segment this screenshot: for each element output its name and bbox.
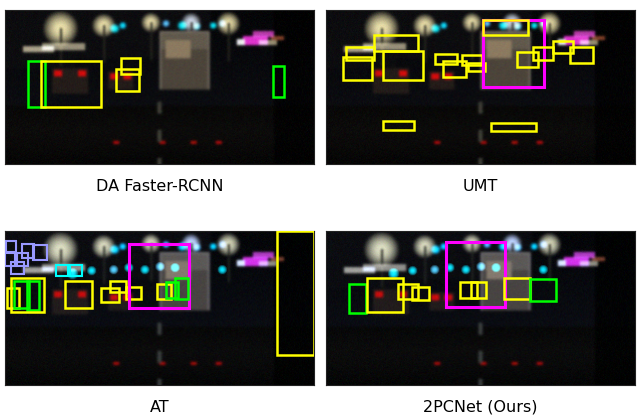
Bar xyxy=(116,69,139,91)
Bar xyxy=(349,284,366,313)
Bar xyxy=(12,262,24,274)
Bar xyxy=(101,288,119,303)
Bar xyxy=(273,66,284,97)
Bar xyxy=(41,61,101,108)
Bar xyxy=(374,35,419,51)
Bar xyxy=(121,58,140,74)
Bar xyxy=(12,278,44,312)
Bar xyxy=(175,278,188,299)
Bar xyxy=(460,282,477,298)
Bar xyxy=(125,287,141,299)
Text: AT: AT xyxy=(150,400,170,415)
Bar xyxy=(157,284,172,299)
Bar xyxy=(412,287,429,300)
Bar xyxy=(65,281,92,308)
Bar xyxy=(533,47,553,60)
Bar xyxy=(553,41,573,53)
Bar xyxy=(383,51,423,80)
Bar xyxy=(70,265,82,276)
Bar xyxy=(504,278,530,299)
Bar xyxy=(110,281,125,292)
Bar xyxy=(343,57,372,80)
Bar xyxy=(17,253,28,266)
Bar xyxy=(367,278,403,312)
Bar xyxy=(471,282,486,298)
Bar xyxy=(530,279,556,301)
Bar xyxy=(444,61,467,77)
Bar xyxy=(462,55,482,65)
Text: 2PCNet (Ours): 2PCNet (Ours) xyxy=(423,400,538,415)
Bar xyxy=(27,281,39,310)
Bar xyxy=(570,47,593,63)
Bar xyxy=(5,253,15,266)
Bar xyxy=(28,61,45,108)
Bar xyxy=(517,52,538,67)
Bar xyxy=(166,282,178,298)
Bar xyxy=(56,265,68,276)
Bar xyxy=(6,241,15,252)
Bar xyxy=(491,123,536,131)
Bar xyxy=(129,244,189,308)
Bar xyxy=(483,20,544,88)
Bar xyxy=(6,288,19,308)
Bar xyxy=(22,244,35,259)
Bar xyxy=(446,242,505,307)
Bar xyxy=(33,246,47,260)
Text: UMT: UMT xyxy=(463,179,498,194)
Bar xyxy=(14,281,29,308)
Bar xyxy=(346,47,374,60)
Bar xyxy=(468,63,485,71)
Bar xyxy=(435,54,457,65)
Text: DA Faster-RCNN: DA Faster-RCNN xyxy=(96,179,223,194)
Bar xyxy=(483,20,528,35)
Bar xyxy=(399,284,419,299)
Bar xyxy=(277,231,314,354)
Bar xyxy=(383,122,414,130)
